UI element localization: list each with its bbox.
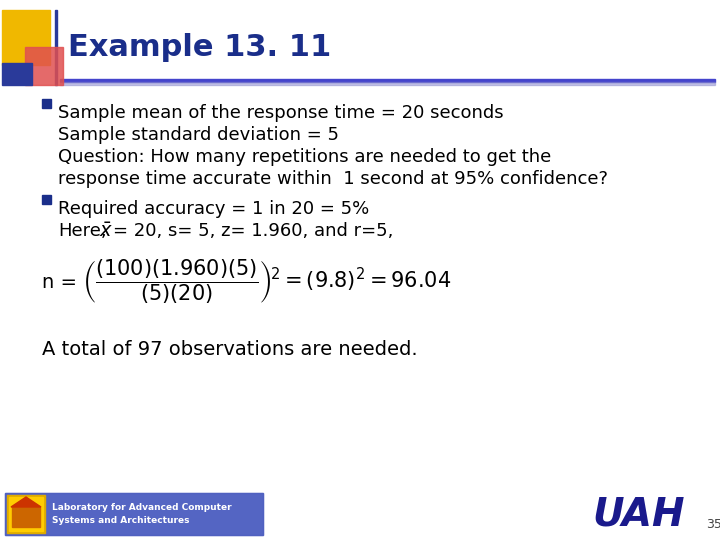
Text: Here,: Here, (58, 222, 107, 240)
Text: Example 13. 11: Example 13. 11 (68, 33, 331, 63)
Text: Sample standard deviation = 5: Sample standard deviation = 5 (58, 126, 339, 144)
Bar (42, 195, 51, 204)
Bar (9, 497, 43, 531)
Text: n =: n = (42, 273, 77, 292)
Bar (42, 99, 51, 108)
Text: $\left(\dfrac{(100)(1.960)(5)}{(5)(20)}\right)^{\!2} = (9.8)^2 = 96.04$: $\left(\dfrac{(100)(1.960)(5)}{(5)(20)}\… (82, 258, 451, 306)
Text: response time accurate within  1 second at 95% confidence?: response time accurate within 1 second a… (58, 170, 608, 188)
Bar (60, 79, 715, 82)
Polygon shape (11, 497, 41, 507)
Bar (5, 493, 263, 535)
Bar (25, 47, 63, 85)
Bar (55, 10, 57, 85)
Text: 35: 35 (706, 518, 720, 531)
Text: Required accuracy = 1 in 20 = 5%: Required accuracy = 1 in 20 = 5% (58, 200, 369, 218)
Text: = 20, s= 5, z= 1.960, and r=5,: = 20, s= 5, z= 1.960, and r=5, (113, 222, 393, 240)
Text: Question: How many repetitions are needed to get the: Question: How many repetitions are neede… (58, 148, 552, 166)
Text: UAH: UAH (592, 495, 685, 533)
Text: Laboratory for Advanced Computer
Systems and Architectures: Laboratory for Advanced Computer Systems… (52, 503, 232, 525)
Text: Sample mean of the response time = 20 seconds: Sample mean of the response time = 20 se… (58, 104, 503, 122)
Bar (2, 63, 32, 85)
Bar (2, 10, 50, 65)
Bar (60, 82, 715, 85)
Bar (5, 493, 263, 535)
Text: A total of 97 observations are needed.: A total of 97 observations are needed. (42, 340, 418, 359)
Text: $\bar{x}$: $\bar{x}$ (99, 222, 113, 241)
Bar (7, 495, 45, 533)
Bar (12, 507, 40, 527)
